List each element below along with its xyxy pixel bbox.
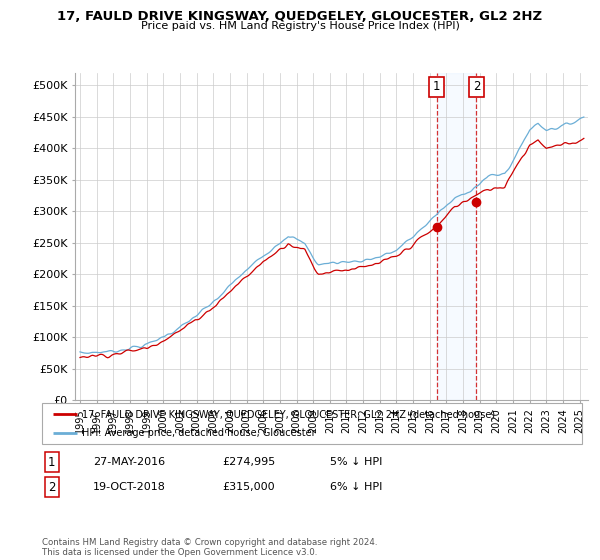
Text: 17, FAULD DRIVE KINGSWAY, QUEDGELEY, GLOUCESTER, GL2 2HZ (detached house): 17, FAULD DRIVE KINGSWAY, QUEDGELEY, GLO… xyxy=(83,409,496,419)
Text: Contains HM Land Registry data © Crown copyright and database right 2024.
This d: Contains HM Land Registry data © Crown c… xyxy=(42,538,377,557)
Text: 1: 1 xyxy=(48,455,56,469)
Text: 1: 1 xyxy=(433,80,440,93)
Bar xyxy=(437,73,476,400)
Text: 2: 2 xyxy=(473,80,480,93)
Text: 19-OCT-2018: 19-OCT-2018 xyxy=(93,482,166,492)
Text: £274,995: £274,995 xyxy=(222,457,275,467)
Text: 5% ↓ HPI: 5% ↓ HPI xyxy=(330,457,382,467)
Text: 27-MAY-2016: 27-MAY-2016 xyxy=(93,457,165,467)
Text: 17, FAULD DRIVE KINGSWAY, QUEDGELEY, GLOUCESTER, GL2 2HZ: 17, FAULD DRIVE KINGSWAY, QUEDGELEY, GLO… xyxy=(58,10,542,22)
Text: 6% ↓ HPI: 6% ↓ HPI xyxy=(330,482,382,492)
Text: Price paid vs. HM Land Registry's House Price Index (HPI): Price paid vs. HM Land Registry's House … xyxy=(140,21,460,31)
Text: HPI: Average price, detached house, Gloucester: HPI: Average price, detached house, Glou… xyxy=(83,428,316,437)
Text: £315,000: £315,000 xyxy=(222,482,275,492)
Text: 2: 2 xyxy=(48,480,56,494)
